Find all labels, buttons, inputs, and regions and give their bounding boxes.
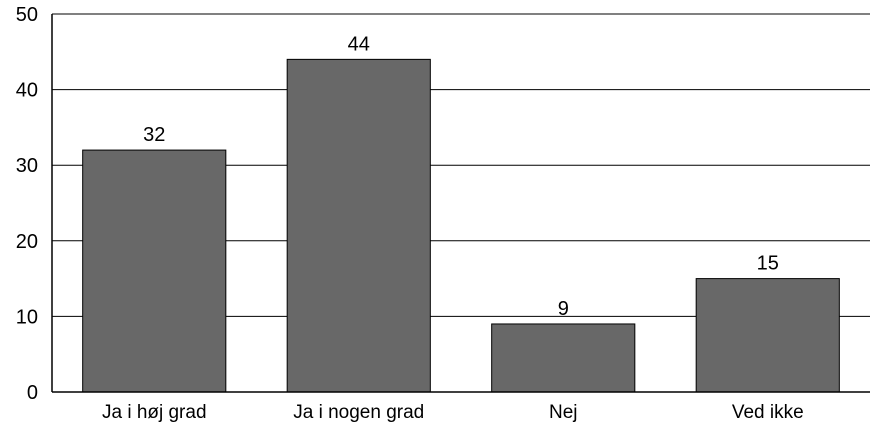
data-label: 9 — [558, 298, 569, 320]
bars — [83, 59, 840, 392]
data-label: 32 — [143, 124, 165, 146]
y-tick-label: 40 — [16, 80, 38, 102]
y-tick-label: 20 — [16, 231, 38, 253]
bar-1 — [83, 150, 226, 392]
bar-2 — [287, 59, 430, 392]
y-tick-label: 10 — [16, 306, 38, 328]
y-tick-label: 50 — [16, 4, 38, 26]
x-category-label: Ja i høj grad — [102, 402, 207, 423]
x-category-label: Nej — [549, 402, 578, 423]
x-category-label: Ved ikke — [732, 402, 804, 423]
y-tick-label: 30 — [16, 155, 38, 177]
bar-3 — [492, 324, 635, 392]
data-label: 15 — [757, 253, 779, 275]
bar-4 — [696, 279, 839, 392]
x-category-label: Ja i nogen grad — [293, 402, 424, 423]
data-label: 44 — [348, 33, 370, 55]
y-tick-label: 0 — [27, 382, 38, 404]
